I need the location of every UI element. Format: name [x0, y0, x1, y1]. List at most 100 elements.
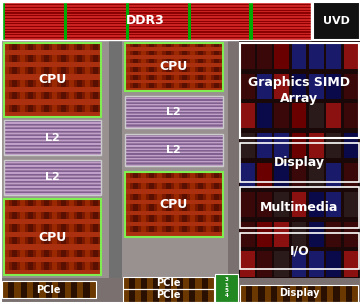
Bar — [309, 74, 324, 99]
Bar — [240, 251, 254, 277]
Bar — [125, 96, 223, 97]
Bar — [93, 43, 98, 117]
Bar — [125, 88, 223, 91]
Bar — [149, 172, 154, 237]
Text: I/O: I/O — [290, 244, 309, 257]
Bar — [174, 172, 178, 237]
Bar — [309, 44, 324, 69]
Bar — [274, 103, 289, 129]
Text: PCIe: PCIe — [37, 285, 61, 295]
Bar — [246, 285, 252, 302]
Bar — [36, 199, 41, 275]
Bar — [4, 136, 101, 137]
Text: L2: L2 — [45, 133, 60, 143]
Bar — [133, 172, 138, 237]
Bar — [157, 43, 162, 91]
Bar — [125, 136, 223, 137]
Bar — [215, 274, 238, 302]
Bar — [4, 74, 101, 80]
Bar — [344, 103, 358, 129]
Bar — [125, 158, 223, 159]
Bar — [4, 199, 101, 275]
Bar — [4, 154, 101, 155]
Bar — [2, 5, 311, 7]
Bar — [2, 8, 311, 10]
Bar — [125, 161, 223, 162]
Bar — [309, 133, 324, 158]
Bar — [12, 43, 17, 117]
Bar — [240, 192, 254, 217]
Bar — [123, 289, 214, 302]
Bar — [4, 122, 101, 123]
Bar — [52, 199, 58, 275]
Bar — [190, 172, 195, 237]
Bar — [2, 35, 311, 37]
Bar — [69, 43, 74, 117]
Bar — [125, 164, 223, 166]
Bar — [206, 172, 211, 237]
Bar — [265, 285, 271, 302]
Bar — [327, 163, 341, 188]
Bar — [346, 285, 352, 302]
Bar — [4, 219, 101, 224]
Bar — [125, 112, 223, 113]
Bar — [4, 62, 101, 67]
Bar — [344, 251, 358, 277]
Bar — [125, 71, 223, 75]
Bar — [292, 133, 307, 158]
Bar — [309, 103, 324, 129]
Bar — [125, 111, 223, 112]
Bar — [257, 74, 272, 99]
Bar — [309, 163, 324, 188]
Bar — [125, 117, 223, 118]
Bar — [309, 192, 324, 217]
Bar — [52, 281, 58, 298]
Bar — [240, 222, 254, 247]
Bar — [344, 44, 358, 69]
Bar — [292, 251, 307, 277]
Bar — [125, 189, 223, 194]
Bar — [125, 172, 223, 237]
Bar — [190, 43, 195, 91]
Bar — [4, 171, 101, 172]
Bar — [4, 165, 101, 167]
Bar — [4, 162, 101, 163]
Bar — [240, 163, 254, 188]
Bar — [4, 186, 101, 188]
Bar — [182, 172, 187, 237]
Bar — [189, 277, 195, 289]
Bar — [274, 74, 289, 99]
Bar — [4, 145, 101, 146]
Bar — [352, 285, 358, 302]
Bar — [4, 124, 101, 125]
Bar — [4, 135, 101, 136]
Bar — [166, 43, 171, 91]
Bar — [274, 192, 289, 217]
Bar — [52, 43, 58, 117]
Bar — [123, 277, 214, 289]
Bar — [125, 43, 223, 91]
Bar — [125, 150, 223, 151]
Bar — [125, 222, 223, 226]
Bar — [4, 149, 101, 150]
Bar — [125, 120, 223, 121]
Bar — [195, 289, 202, 302]
Bar — [309, 251, 324, 277]
Bar — [240, 74, 254, 99]
Bar — [153, 277, 159, 289]
Bar — [4, 152, 101, 153]
Bar — [4, 206, 101, 212]
Bar — [4, 244, 101, 250]
Bar — [125, 106, 223, 107]
Bar — [271, 285, 277, 302]
Bar — [189, 289, 195, 302]
Bar — [4, 181, 101, 182]
Bar — [125, 157, 223, 158]
Bar — [159, 289, 165, 302]
Bar — [125, 98, 223, 99]
Bar — [4, 160, 101, 195]
Bar — [77, 199, 82, 275]
Bar — [274, 222, 289, 247]
Text: DDR3: DDR3 — [125, 14, 164, 27]
Bar — [274, 163, 289, 188]
